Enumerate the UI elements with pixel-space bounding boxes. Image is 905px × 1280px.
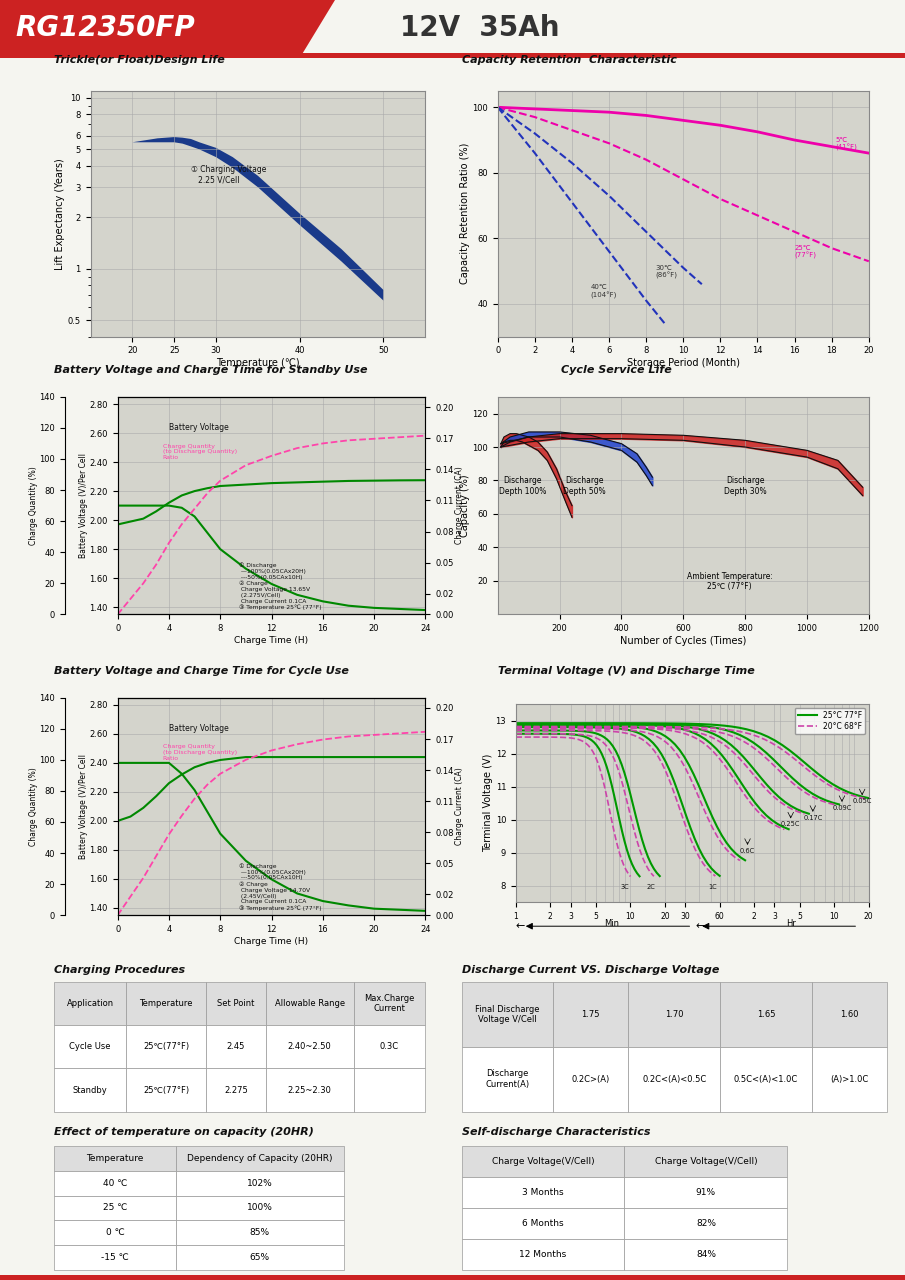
Text: ←: ← xyxy=(516,922,525,932)
Text: Hr: Hr xyxy=(786,919,796,928)
Text: ① Charging Voltage
   2.25 V/Cell: ① Charging Voltage 2.25 V/Cell xyxy=(191,165,266,184)
Text: 2C: 2C xyxy=(646,884,655,890)
Text: 0.17C: 0.17C xyxy=(803,815,823,820)
Text: Self-discharge Characteristics: Self-discharge Characteristics xyxy=(462,1126,650,1137)
X-axis label: Temperature (℃): Temperature (℃) xyxy=(216,358,300,369)
Text: Charging Procedures: Charging Procedures xyxy=(54,965,186,975)
Text: 5℃
(41°F): 5℃ (41°F) xyxy=(835,137,857,151)
Text: Effect of temperature on capacity (20HR): Effect of temperature on capacity (20HR) xyxy=(54,1126,314,1137)
Polygon shape xyxy=(132,137,384,301)
Text: Charge Quantity
(to Discharge Quantity)
Ratio: Charge Quantity (to Discharge Quantity) … xyxy=(163,444,236,461)
Polygon shape xyxy=(0,1275,905,1280)
Text: 12V  35Ah: 12V 35Ah xyxy=(400,14,559,42)
Text: Battery Voltage and Charge Time for Standby Use: Battery Voltage and Charge Time for Stan… xyxy=(54,365,367,375)
Y-axis label: Charge Quantity (%): Charge Quantity (%) xyxy=(29,767,38,846)
Text: Trickle(or Float)Design Life: Trickle(or Float)Design Life xyxy=(54,55,225,65)
Text: ① Discharge
 —100%(0.05CAx20H)
 ---50%(0.05CAx10H)
② Charge
 Charge Voltage 14.7: ① Discharge —100%(0.05CAx20H) ---50%(0.0… xyxy=(240,863,322,911)
Text: Battery Voltage: Battery Voltage xyxy=(169,424,229,433)
Text: Cycle Service Life: Cycle Service Life xyxy=(561,365,672,375)
Text: 30℃
(86°F): 30℃ (86°F) xyxy=(655,265,678,279)
Text: Terminal Voltage (V) and Discharge Time: Terminal Voltage (V) and Discharge Time xyxy=(498,666,755,676)
Text: Battery Voltage: Battery Voltage xyxy=(169,724,229,733)
Text: 0.25C: 0.25C xyxy=(781,822,800,827)
X-axis label: Number of Cycles (Times): Number of Cycles (Times) xyxy=(620,636,747,646)
Text: Capacity Retention  Characteristic: Capacity Retention Characteristic xyxy=(462,55,676,65)
Text: 0.09C: 0.09C xyxy=(833,805,852,810)
X-axis label: Charge Time (H): Charge Time (H) xyxy=(234,937,309,946)
Text: ←: ← xyxy=(696,922,705,932)
Y-axis label: Charge Current (CA): Charge Current (CA) xyxy=(455,467,464,544)
Text: 0.05C: 0.05C xyxy=(853,799,872,804)
Text: ① Discharge
 —100%(0.05CAx20H)
 ---50%(0.05CAx10H)
② Charge
 Charge Voltage 13.6: ① Discharge —100%(0.05CAx20H) ---50%(0.0… xyxy=(240,562,322,611)
Y-axis label: Lift Expectancy (Years): Lift Expectancy (Years) xyxy=(55,157,65,270)
Text: Min: Min xyxy=(604,919,619,928)
Text: Battery Voltage and Charge Time for Cycle Use: Battery Voltage and Charge Time for Cycl… xyxy=(54,666,349,676)
Text: 1C: 1C xyxy=(709,884,717,890)
Legend: 25°C 77°F, 20°C 68°F: 25°C 77°F, 20°C 68°F xyxy=(795,708,865,735)
Text: 3C: 3C xyxy=(621,884,630,890)
X-axis label: Charge Time (H): Charge Time (H) xyxy=(234,636,309,645)
Text: 25℃
(77°F): 25℃ (77°F) xyxy=(795,246,816,260)
Polygon shape xyxy=(0,0,335,58)
Text: Discharge
Depth 100%: Discharge Depth 100% xyxy=(499,476,547,495)
Y-axis label: Capacity Retention Ratio (%): Capacity Retention Ratio (%) xyxy=(460,143,470,284)
Text: Discharge
Depth 50%: Discharge Depth 50% xyxy=(563,476,605,495)
Y-axis label: Battery Voltage (V)/Per Cell: Battery Voltage (V)/Per Cell xyxy=(79,754,88,859)
Text: Discharge
Depth 30%: Discharge Depth 30% xyxy=(724,476,767,495)
Text: 0.6C: 0.6C xyxy=(740,847,755,854)
Y-axis label: Capacity (%): Capacity (%) xyxy=(460,475,470,536)
Text: Discharge Current VS. Discharge Voltage: Discharge Current VS. Discharge Voltage xyxy=(462,965,719,975)
Text: 40℃
(104°F): 40℃ (104°F) xyxy=(590,284,617,298)
Text: RG12350FP: RG12350FP xyxy=(15,14,195,42)
Text: Charge Quantity
(to Discharge Quantity)
Ratio: Charge Quantity (to Discharge Quantity) … xyxy=(163,745,236,762)
X-axis label: Storage Period (Month): Storage Period (Month) xyxy=(627,358,739,369)
Y-axis label: Terminal Voltage (V): Terminal Voltage (V) xyxy=(482,754,492,852)
Y-axis label: Charge Current (CA): Charge Current (CA) xyxy=(455,768,464,845)
Polygon shape xyxy=(0,52,905,58)
Text: Ambient Temperature:
25℃ (77°F): Ambient Temperature: 25℃ (77°F) xyxy=(687,572,773,591)
Y-axis label: Charge Quantity (%): Charge Quantity (%) xyxy=(29,466,38,545)
Y-axis label: Battery Voltage (V)/Per Cell: Battery Voltage (V)/Per Cell xyxy=(79,453,88,558)
